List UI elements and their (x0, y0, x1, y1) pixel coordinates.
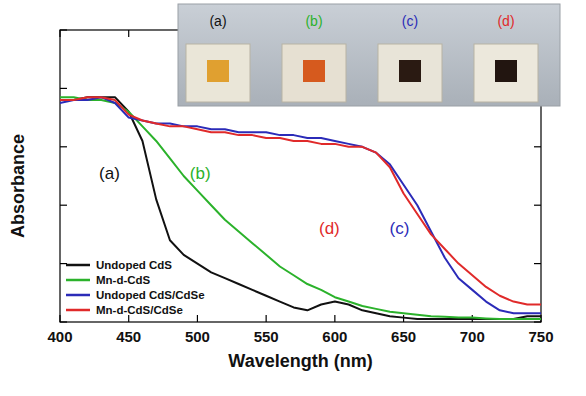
glass-slide (474, 44, 538, 102)
x-tick (334, 315, 335, 322)
curve-label: (a) (99, 164, 120, 183)
film-sample (207, 60, 229, 82)
x-tick (266, 315, 267, 322)
y-tick (60, 146, 67, 147)
curve-label: (b) (190, 164, 211, 183)
film-sample (495, 60, 517, 82)
curve-label: (d) (319, 219, 340, 238)
curve-label: (c) (390, 219, 410, 238)
series-line (60, 97, 541, 304)
x-tick-label: 550 (254, 328, 279, 345)
legend-label: Undoped CdS (96, 259, 172, 271)
legend-swatch (66, 294, 90, 297)
y-tick (60, 321, 67, 322)
legend-label: Mn-d-CdS/CdSe (96, 304, 183, 316)
chart: 400 450 500 550 600 650 700 750 Wavelength (nm) A… (0, 0, 586, 396)
y-tick (60, 29, 67, 30)
y-tick (60, 263, 67, 264)
legend-label: Mn-d-CdS (96, 274, 151, 286)
legend-swatch (66, 264, 90, 267)
film-sample (303, 60, 325, 82)
glass-slide (186, 44, 250, 102)
x-tick (59, 315, 60, 322)
legend-swatch (66, 309, 90, 312)
legend-label: Undoped CdS/CdSe (96, 289, 205, 301)
x-tick-top (128, 30, 129, 37)
series-line (60, 97, 541, 319)
y-tick (60, 205, 67, 206)
y-tick (60, 88, 67, 89)
x-tick (128, 315, 129, 322)
y-tick-right (534, 263, 541, 264)
x-tick-label: 500 (185, 328, 210, 345)
legend-swatch (66, 279, 90, 282)
series-line (60, 97, 541, 313)
plot-lines (60, 97, 541, 319)
x-tick-label: 750 (528, 328, 553, 345)
glass-slide (378, 44, 442, 102)
y-tick-right (534, 321, 541, 322)
x-tick (197, 315, 198, 322)
x-tick-label: 400 (47, 328, 72, 345)
inset-label: (d) (497, 13, 514, 29)
x-tick-label: 700 (460, 328, 485, 345)
x-tick-label: 450 (116, 328, 141, 345)
film-sample (399, 60, 421, 82)
x-axis-label: Wavelength (nm) (228, 351, 372, 371)
inset-label: (b) (305, 13, 322, 29)
inset-label: (c) (402, 13, 418, 29)
glass-slide (282, 44, 346, 102)
x-tick-top (59, 30, 60, 37)
y-tick-right (534, 146, 541, 147)
x-tick-label: 650 (391, 328, 416, 345)
inset-label: (a) (209, 13, 226, 29)
inset-photo (178, 4, 560, 106)
x-tick-label: 600 (322, 328, 347, 345)
series-line (60, 97, 541, 319)
y-axis-label: Absorbance (8, 134, 28, 238)
background (0, 0, 586, 396)
y-tick-right (534, 205, 541, 206)
